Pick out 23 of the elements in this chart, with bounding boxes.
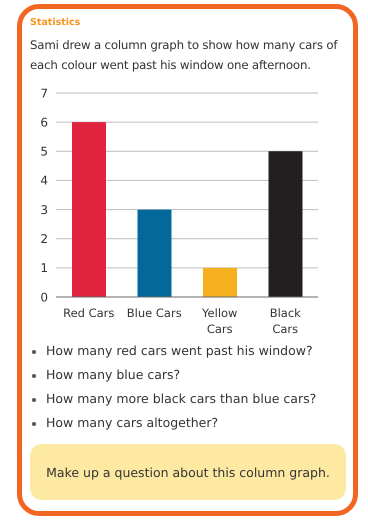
bar <box>138 210 172 297</box>
y-tick-label: 0 <box>40 290 48 304</box>
text: How many blue cars? <box>45 366 182 384</box>
y-tick-label: 4 <box>40 174 48 188</box>
y-tick-label: 2 <box>40 232 48 246</box>
chart-title: Statistics <box>30 17 80 28</box>
y-tick-label: 5 <box>40 144 48 159</box>
x-tick-label: Yellow Cars <box>201 306 238 336</box>
chart-subtitle: Sami drew a column graph to show how many cars of each colour went past his window one afternoon. <box>30 37 339 74</box>
bar <box>72 122 106 297</box>
y-tick-label: 1 <box>40 261 48 276</box>
y-tick-label: 6 <box>40 115 48 130</box>
text: How many red cars went past his window? <box>45 342 314 360</box>
bar <box>203 268 237 297</box>
y-tick-label: 3 <box>40 202 48 217</box>
y-tick-label: 7 <box>40 86 48 100</box>
text: How many more black cars than blue cars? <box>45 390 318 408</box>
text: How many cars altogether? <box>45 414 220 432</box>
text: Make up a question about this column graph. <box>30 444 346 500</box>
x-tick-label: Black Cars <box>270 306 302 336</box>
x-tick-label: Red Cars <box>63 306 114 320</box>
x-tick-label: Blue Cars <box>126 306 182 320</box>
bar <box>268 151 302 297</box>
